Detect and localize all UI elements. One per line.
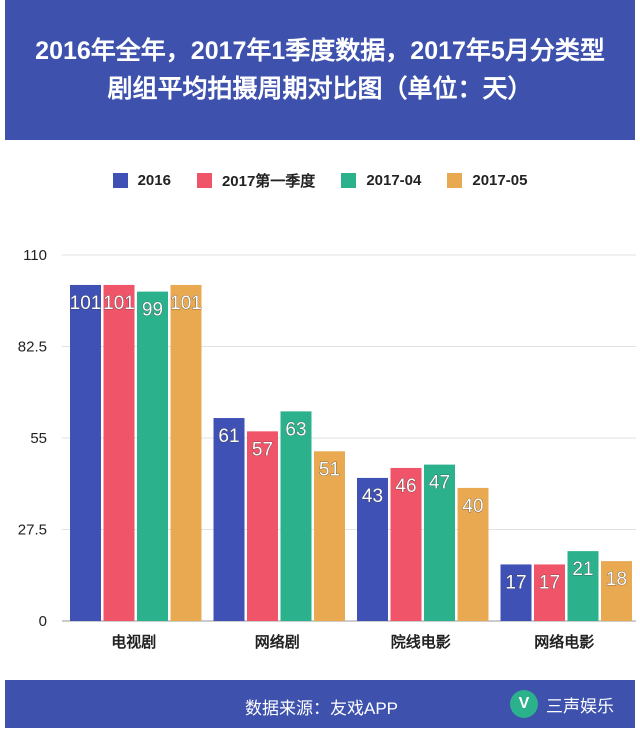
legend-swatch xyxy=(112,173,128,188)
footer: 数据来源：友戏APP V 三声娱乐 xyxy=(5,680,635,728)
bar xyxy=(314,451,345,621)
data-label: 17 xyxy=(539,572,560,593)
bar xyxy=(424,464,455,621)
bar xyxy=(280,411,312,621)
data-label: 63 xyxy=(285,419,306,440)
legend-item: 2017-04 xyxy=(341,170,421,191)
legend-item: 2017第一季度 xyxy=(196,170,316,191)
data-label: 40 xyxy=(462,496,483,517)
bar xyxy=(137,291,168,621)
bar xyxy=(534,564,565,621)
bar xyxy=(213,418,245,621)
brand-name: 三声娱乐 xyxy=(546,696,614,716)
bar xyxy=(247,431,278,621)
legend-swatch xyxy=(341,173,357,188)
chart-title: 2016年全年，2017年1季度数据，2017年5月分类型剧组平均拍摄周期对比图… xyxy=(5,0,635,140)
x-tick-label: 网络电影 xyxy=(534,633,594,651)
data-label: 21 xyxy=(572,559,593,580)
bar xyxy=(567,551,599,621)
data-label: 46 xyxy=(395,476,416,497)
legend-label: 2017-04 xyxy=(366,172,422,189)
legend-label: 2016 xyxy=(137,172,171,189)
brand: V 三声娱乐 xyxy=(510,690,614,718)
data-label: 101 xyxy=(103,293,135,314)
x-tick-label: 网络剧 xyxy=(255,633,300,651)
data-label: 47 xyxy=(429,473,450,494)
x-tick-label: 电视剧 xyxy=(111,633,156,651)
legend: 2016 2017第一季度 2017-04 2017-05 xyxy=(0,170,640,191)
data-label: 18 xyxy=(606,569,627,590)
data-label: 17 xyxy=(505,572,526,593)
data-label: 101 xyxy=(70,293,102,314)
y-tick-label: 0 xyxy=(39,613,47,630)
legend-item: 2017-05 xyxy=(447,170,527,191)
y-tick-label: 110 xyxy=(23,247,47,264)
bar xyxy=(500,564,532,621)
data-label: 61 xyxy=(218,426,239,447)
legend-swatch xyxy=(196,173,212,188)
y-tick-label: 82.5 xyxy=(18,339,47,356)
brand-logo-icon: V xyxy=(510,690,538,718)
data-label: 57 xyxy=(252,439,273,460)
legend-swatch xyxy=(447,173,463,188)
data-label: 43 xyxy=(362,486,383,507)
bar xyxy=(70,284,101,621)
data-label: 51 xyxy=(319,459,340,480)
x-tick-label: 院线电影 xyxy=(391,633,451,651)
bar xyxy=(357,477,388,621)
legend-label: 2017第一季度 xyxy=(221,173,316,190)
bar xyxy=(170,284,202,621)
data-source: 数据来源：友戏APP xyxy=(245,699,399,718)
bar xyxy=(457,487,489,621)
y-tick-label: 55 xyxy=(30,430,47,447)
legend-item: 2016 xyxy=(112,170,171,191)
bar xyxy=(601,561,632,621)
data-label: 99 xyxy=(142,300,163,321)
bar xyxy=(103,284,135,621)
data-label: 101 xyxy=(170,293,202,314)
y-tick-label: 27.5 xyxy=(18,522,47,539)
bar xyxy=(390,467,422,621)
legend-label: 2017-05 xyxy=(472,172,528,189)
